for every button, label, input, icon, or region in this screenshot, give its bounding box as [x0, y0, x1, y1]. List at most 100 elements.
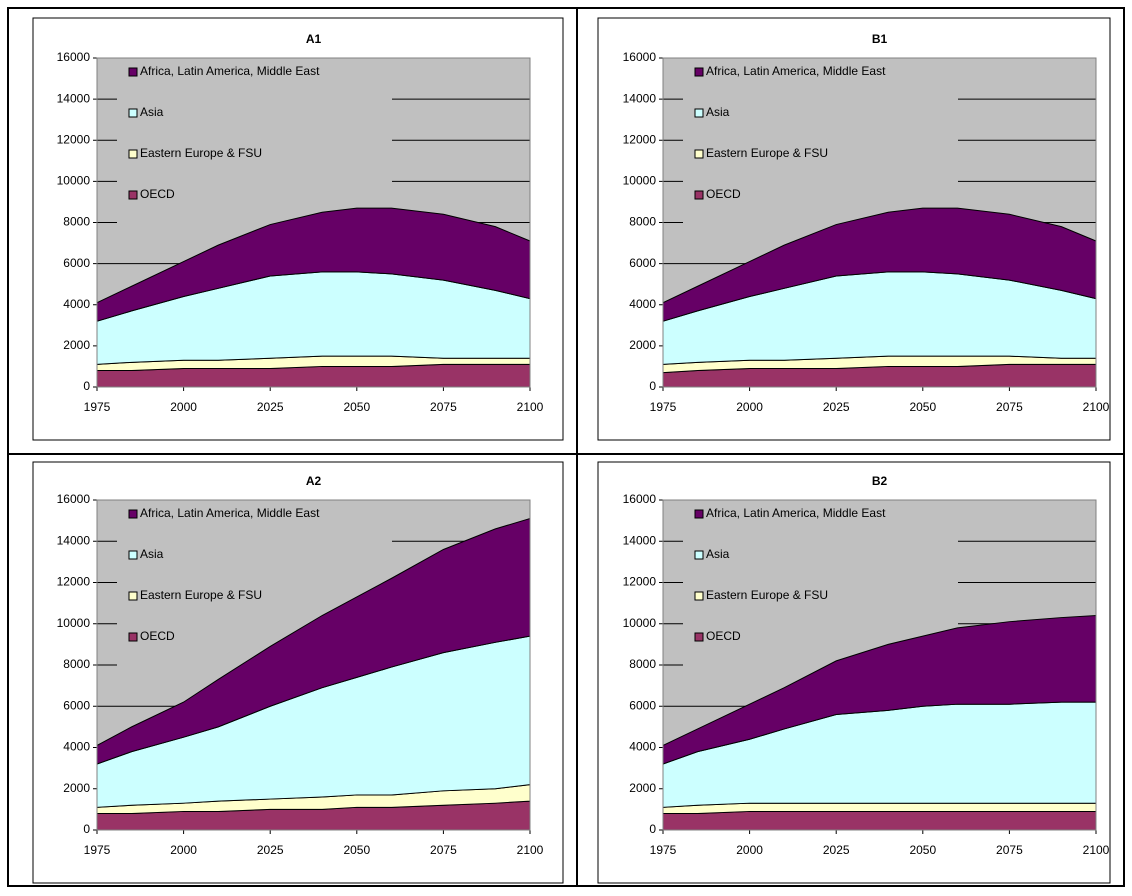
y-tick-label: 6000 [629, 256, 656, 270]
x-tick-label: 2075 [996, 843, 1023, 857]
y-tick-label: 14000 [623, 91, 657, 105]
legend-box [117, 60, 392, 224]
x-tick-label: 2100 [1083, 400, 1110, 414]
y-tick-label: 8000 [63, 215, 90, 229]
y-tick-label: 14000 [623, 533, 657, 547]
legend-label: Asia [140, 105, 164, 119]
y-tick-label: 2000 [63, 338, 90, 352]
legend-swatch [694, 591, 704, 601]
legend-swatch [694, 632, 704, 642]
y-tick-label: 6000 [629, 698, 656, 712]
legend-swatch [694, 108, 704, 118]
x-tick-label: 2075 [430, 843, 457, 857]
y-tick-label: 12000 [623, 575, 657, 589]
y-tick-label: 4000 [629, 740, 656, 754]
x-tick-label: 2025 [823, 843, 850, 857]
legend-swatch [128, 67, 138, 77]
legend-label: Africa, Latin America, Middle East [706, 64, 886, 78]
legend-label: Asia [706, 105, 730, 119]
legend-label: Asia [706, 547, 730, 561]
chart-title: A1 [306, 32, 322, 46]
y-tick-label: 14000 [57, 533, 91, 547]
y-tick-label: 0 [649, 379, 656, 393]
x-tick-label: 2000 [170, 843, 197, 857]
x-tick-label: 2000 [736, 843, 763, 857]
y-tick-label: 0 [649, 822, 656, 836]
y-tick-label: 2000 [63, 781, 90, 795]
y-tick-label: 10000 [57, 616, 91, 630]
x-tick-label: 1975 [84, 400, 111, 414]
legend-swatch [694, 190, 704, 200]
x-tick-label: 2050 [909, 400, 936, 414]
legend-swatch [694, 67, 704, 77]
y-tick-label: 8000 [63, 657, 90, 671]
legend-swatch [128, 591, 138, 601]
chart-title: B1 [872, 32, 888, 46]
y-tick-label: 6000 [63, 256, 90, 270]
y-tick-label: 4000 [63, 297, 90, 311]
y-tick-label: 2000 [629, 781, 656, 795]
y-tick-label: 12000 [57, 132, 91, 146]
x-tick-label: 2025 [257, 400, 284, 414]
x-tick-label: 2050 [343, 400, 370, 414]
chart-title: A2 [306, 474, 322, 488]
x-tick-label: 2100 [517, 400, 544, 414]
x-tick-label: 2075 [996, 400, 1023, 414]
y-tick-label: 10000 [623, 616, 657, 630]
x-tick-label: 2025 [823, 400, 850, 414]
y-tick-label: 16000 [57, 50, 91, 64]
y-tick-label: 16000 [623, 50, 657, 64]
y-tick-label: 8000 [629, 215, 656, 229]
y-tick-label: 10000 [623, 174, 657, 188]
x-tick-label: 2050 [343, 843, 370, 857]
legend-swatch [128, 108, 138, 118]
y-tick-label: 0 [83, 379, 90, 393]
legend-swatch [128, 509, 138, 519]
legend-label: OECD [140, 187, 175, 201]
plot-frame [662, 499, 1097, 831]
legend-label: OECD [706, 187, 741, 201]
area [662, 810, 1097, 831]
legend-label: Eastern Europe & FSU [706, 146, 828, 160]
plot-frame [96, 499, 531, 831]
x-tick-label: 2100 [517, 843, 544, 857]
x-tick-label: 2025 [257, 843, 284, 857]
y-tick-label: 16000 [57, 492, 91, 506]
legend-swatch [128, 149, 138, 159]
y-tick-label: 4000 [629, 297, 656, 311]
y-tick-label: 16000 [623, 492, 657, 506]
legend-swatch [128, 632, 138, 642]
chart-title: B2 [872, 474, 888, 488]
legend-label: Eastern Europe & FSU [706, 588, 828, 602]
x-tick-label: 1975 [650, 400, 677, 414]
y-tick-label: 12000 [57, 575, 91, 589]
chart: A1 0 2000 4000 6000 8000 10000 12000 14000 16000 1… [32, 17, 564, 441]
legend-label: Eastern Europe & FSU [140, 146, 262, 160]
legend-label: Africa, Latin America, Middle East [140, 64, 320, 78]
x-tick-label: 2000 [170, 400, 197, 414]
y-tick-label: 2000 [629, 338, 656, 352]
chart: B2 0 2000 4000 6000 8000 10000 12000 14000 16000 1… [597, 461, 1111, 884]
legend-swatch [694, 550, 704, 560]
y-tick-label: 6000 [63, 698, 90, 712]
y-tick-label: 14000 [57, 91, 91, 105]
legend-swatch [694, 149, 704, 159]
y-tick-label: 10000 [57, 174, 91, 188]
y-tick-label: 8000 [629, 657, 656, 671]
legend-swatch [128, 550, 138, 560]
x-tick-label: 1975 [650, 843, 677, 857]
legend-label: Asia [140, 547, 164, 561]
chart: B1 0 2000 4000 6000 8000 10000 12000 14000 16000 1… [597, 17, 1111, 441]
legend-label: OECD [140, 629, 175, 643]
plot-frame [96, 57, 531, 388]
x-tick-label: 1975 [84, 843, 111, 857]
legend-swatch [694, 509, 704, 519]
legend-label: Eastern Europe & FSU [140, 588, 262, 602]
x-tick-label: 2075 [430, 400, 457, 414]
legend-swatch [128, 190, 138, 200]
legend-box [683, 60, 958, 224]
y-tick-label: 0 [83, 822, 90, 836]
x-tick-label: 2100 [1083, 843, 1110, 857]
legend-label: OECD [706, 629, 741, 643]
